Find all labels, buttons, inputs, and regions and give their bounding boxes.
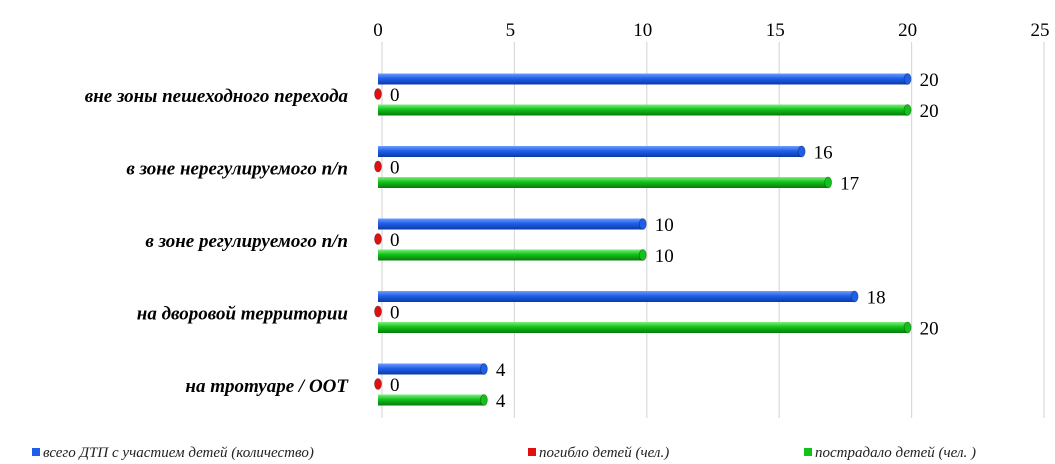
legend-item: всего ДТП с участием детей (количество) bbox=[32, 445, 314, 461]
data-labels: 20 16 10 18 4 0 0 0 0 0 20 17 10 20 4 bbox=[390, 70, 939, 412]
category-label: в зоне регулируемого п/п bbox=[145, 231, 348, 252]
bar bbox=[378, 219, 646, 230]
data-label: 20 bbox=[920, 70, 939, 91]
bar-body bbox=[378, 146, 802, 157]
data-label: 17 bbox=[840, 174, 859, 195]
bar-cap bbox=[904, 74, 911, 85]
gridlines bbox=[382, 42, 1044, 418]
data-label: 0 bbox=[390, 158, 400, 179]
data-label: 0 bbox=[390, 303, 400, 324]
bar-cap bbox=[375, 306, 382, 317]
data-label: 16 bbox=[814, 143, 833, 164]
bar bbox=[378, 322, 911, 333]
data-label: 20 bbox=[920, 101, 939, 122]
legend-swatch bbox=[528, 448, 536, 456]
bar bbox=[378, 105, 911, 116]
bar bbox=[378, 146, 805, 157]
bar-body bbox=[378, 364, 484, 375]
category-label: в зоне нерегулируемого п/п bbox=[126, 159, 348, 180]
x-tick-label: 15 bbox=[766, 20, 785, 41]
category-label: на тротуаре / ООТ bbox=[185, 376, 349, 397]
legend-label: всего ДТП с участием детей (количество) bbox=[43, 445, 314, 461]
data-label: 0 bbox=[390, 85, 400, 106]
bar bbox=[375, 306, 382, 317]
bar-cap bbox=[825, 177, 832, 188]
bar-body bbox=[378, 291, 855, 302]
bar-cap bbox=[480, 364, 487, 375]
data-label: 20 bbox=[920, 319, 939, 340]
category-label: вне зоны пешеходного перехода bbox=[85, 86, 349, 107]
bar bbox=[378, 364, 487, 375]
bar-body bbox=[378, 395, 484, 406]
bar-cap bbox=[639, 219, 646, 230]
bar-cap bbox=[480, 395, 487, 406]
data-label: 4 bbox=[496, 391, 506, 412]
bar-cap bbox=[375, 89, 382, 100]
bar bbox=[378, 74, 911, 85]
bar bbox=[378, 250, 646, 261]
bar-body bbox=[378, 219, 643, 230]
bar-cap bbox=[639, 250, 646, 261]
bars bbox=[375, 74, 912, 406]
bar bbox=[375, 89, 382, 100]
x-axis-ticks: 0 5 10 15 20 25 bbox=[373, 20, 1049, 41]
legend-item: пострадало детей (чел. ) bbox=[804, 445, 976, 461]
bar-cap bbox=[904, 105, 911, 116]
bar-cap bbox=[851, 291, 858, 302]
data-label: 4 bbox=[496, 360, 506, 381]
bar-body bbox=[378, 250, 643, 261]
bar bbox=[375, 379, 382, 390]
bar bbox=[375, 234, 382, 245]
legend-label: погибло детей (чел.) bbox=[539, 445, 669, 461]
x-tick-label: 10 bbox=[633, 20, 652, 41]
bar-body bbox=[378, 322, 908, 333]
legend-swatch bbox=[804, 448, 812, 456]
x-tick-label: 25 bbox=[1031, 20, 1050, 41]
data-label: 10 bbox=[655, 215, 674, 236]
bar bbox=[375, 161, 382, 172]
bar-cap bbox=[375, 234, 382, 245]
bar-body bbox=[378, 74, 908, 85]
bar-body bbox=[378, 105, 908, 116]
bar bbox=[378, 177, 832, 188]
bar-cap bbox=[904, 322, 911, 333]
data-label: 18 bbox=[867, 288, 886, 309]
x-tick-label: 20 bbox=[898, 20, 917, 41]
x-tick-label: 0 bbox=[373, 20, 383, 41]
legend-label: пострадало детей (чел. ) bbox=[815, 445, 976, 461]
legend-item: погибло детей (чел.) bbox=[528, 445, 669, 461]
bar bbox=[378, 291, 858, 302]
data-label: 10 bbox=[655, 246, 674, 267]
legend-swatch bbox=[32, 448, 40, 456]
category-label: на дворовой территории bbox=[137, 304, 348, 325]
x-tick-label: 5 bbox=[506, 20, 516, 41]
bar-body bbox=[378, 177, 828, 188]
data-label: 0 bbox=[390, 375, 400, 396]
bar bbox=[378, 395, 487, 406]
data-label: 0 bbox=[390, 230, 400, 251]
bar-cap bbox=[375, 161, 382, 172]
legend: всего ДТП с участием детей (количество) п… bbox=[32, 445, 976, 461]
bar-cap bbox=[798, 146, 805, 157]
category-labels: вне зоны пешеходного перехода в зоне нере… bbox=[85, 86, 350, 397]
bar-cap bbox=[375, 379, 382, 390]
